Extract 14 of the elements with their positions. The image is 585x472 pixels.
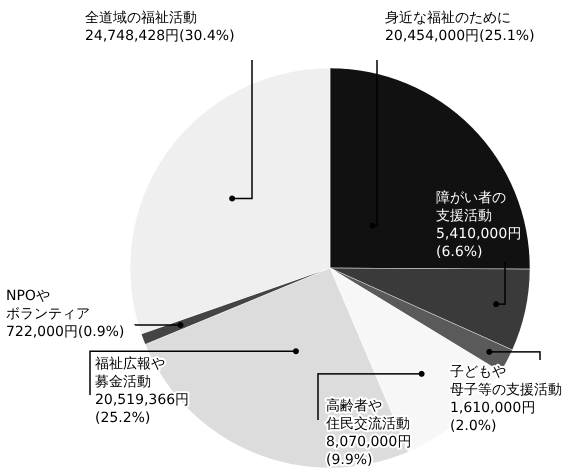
slice-label: NPOやボランティア xyxy=(6,288,90,322)
slice-label: 身近な福祉のために xyxy=(385,10,511,26)
data-label: 5,410,000円(6.6%) xyxy=(436,226,522,260)
data-label: 20,519,366円(25.2%) xyxy=(95,392,190,426)
data-label: 722,000円(0.9%) xyxy=(6,324,124,340)
slice-label: 全道域の福祉活動 xyxy=(85,10,197,26)
slice-label: 福祉広報や募金活動 xyxy=(95,356,165,390)
data-label: 24,748,428円(30.4%) xyxy=(85,28,235,44)
data-label: 20,454,000円(25.1%) xyxy=(385,28,535,44)
slice-label: 子どもや母子等の支援活動 xyxy=(450,364,562,398)
slice-label: 障がい者の支援活動 xyxy=(436,190,506,224)
slice-label: 高齢者や住民交流活動 xyxy=(325,398,410,432)
data-label: 8,070,000円(9.9%) xyxy=(326,434,412,468)
data-label: 1,610,000円(2.0%) xyxy=(450,400,536,434)
